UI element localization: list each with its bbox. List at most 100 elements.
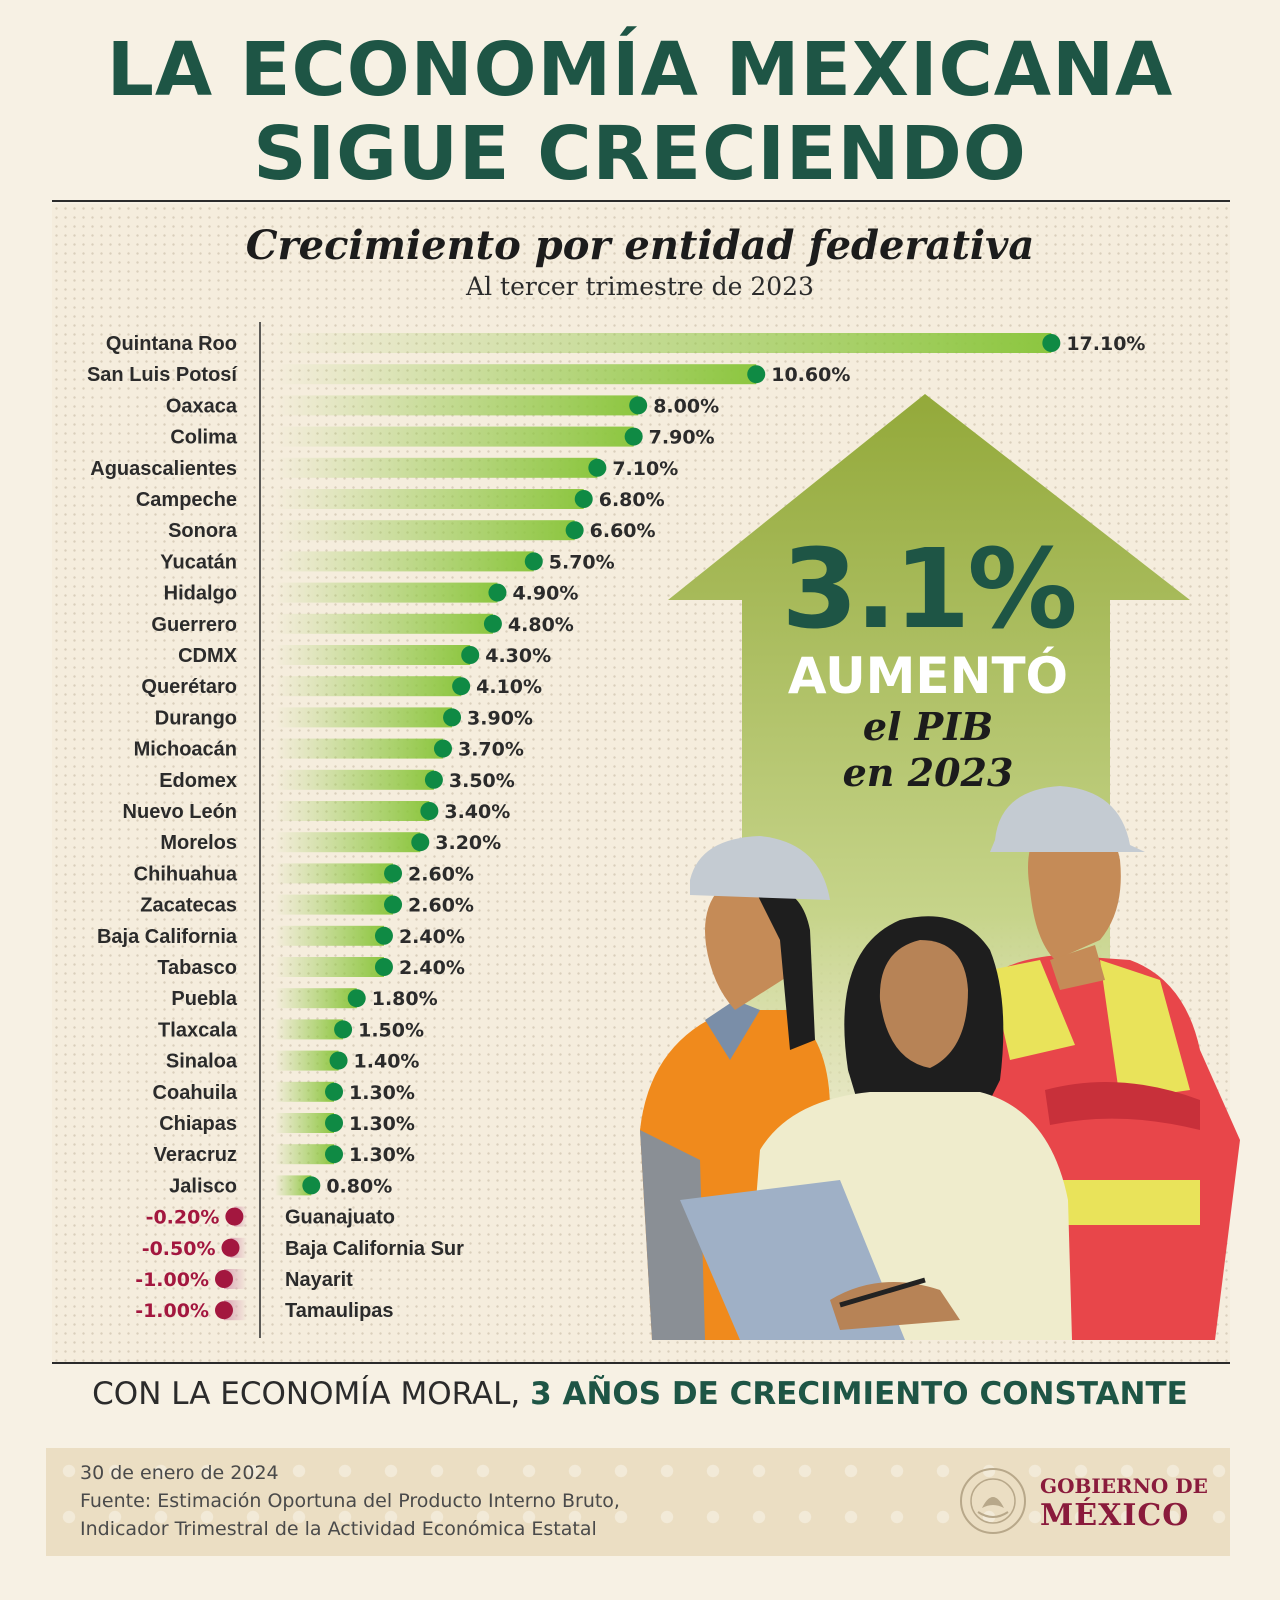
- value-label: 4.30%: [485, 645, 551, 667]
- category-label: Tamaulipas: [285, 1300, 394, 1322]
- value-label: 4.10%: [476, 676, 542, 698]
- category-label: Edomex: [159, 770, 237, 792]
- bar-row: Coahuila 1.30%: [153, 1081, 415, 1104]
- bar-end-dot: [565, 521, 584, 540]
- bar: [275, 801, 430, 821]
- footer-source-2: Indicador Trimestral de la Actividad Eco…: [80, 1518, 597, 1540]
- bar: [275, 582, 498, 603]
- bar: [275, 738, 443, 759]
- highlight-label: AUMENTÓ: [787, 647, 1069, 705]
- bar-end-dot: [524, 552, 543, 571]
- category-label: Baja California: [97, 926, 238, 948]
- bar: [275, 551, 534, 572]
- bar-row: Chihuahua 2.60%: [134, 863, 474, 885]
- category-label: Durango: [155, 707, 237, 729]
- bar-row: Querétaro 4.10%: [141, 676, 542, 698]
- category-label: Nayarit: [285, 1269, 353, 1291]
- value-label: 3.40%: [444, 801, 510, 823]
- bar-end-dot: [384, 895, 403, 914]
- bar-row: Nuevo León 3.40%: [123, 801, 510, 823]
- category-label: Yucatán: [160, 551, 237, 573]
- category-label: Querétaro: [141, 676, 237, 698]
- national-seal-icon: [960, 1468, 1026, 1534]
- chart-title: Crecimiento por entidad federativa: [245, 222, 1035, 269]
- bar-end-dot: [1042, 334, 1061, 352]
- value-label: 1.80%: [372, 988, 438, 1010]
- value-label: -0.50%: [142, 1238, 216, 1260]
- footer-source-1: Fuente: Estimación Oportuna del Producto…: [80, 1490, 620, 1512]
- bar-end-dot: [215, 1270, 233, 1288]
- bar-row: Sonora 6.60%: [168, 520, 656, 542]
- bar-row: Chiapas 1.30%: [159, 1113, 415, 1135]
- value-label: 0.80%: [326, 1175, 392, 1197]
- highlight-line-2: en 2023: [842, 750, 1014, 795]
- category-label: Chihuahua: [134, 863, 238, 885]
- bar-row: Baja California 2.40%: [97, 925, 465, 948]
- category-label: Coahuila: [153, 1082, 238, 1104]
- bar-end-dot: [747, 365, 766, 384]
- category-label: Guanajuato: [285, 1207, 395, 1229]
- bars-layer: Quintana Roo 17.10% San Luis Potosí 10.60% O…: [87, 333, 1145, 1322]
- bar: [275, 707, 453, 728]
- bar-end-dot: [443, 708, 462, 727]
- highlight-line-1: el PIB: [862, 704, 994, 749]
- value-label: 1.30%: [349, 1144, 415, 1166]
- bar: [275, 645, 471, 665]
- bar: [275, 457, 598, 478]
- category-label: Tlaxcala: [158, 1019, 238, 1041]
- value-label: 2.40%: [399, 957, 465, 979]
- bar-end-dot: [325, 1145, 344, 1164]
- bar-end-dot: [225, 1207, 244, 1226]
- bar-row: -1.00% Tamaulipas: [135, 1300, 394, 1322]
- value-label: -0.20%: [146, 1207, 220, 1229]
- bar-row: CDMX 4.30%: [178, 645, 551, 667]
- category-label: Tabasco: [157, 957, 237, 979]
- bar: [275, 333, 1052, 353]
- value-label: 1.30%: [349, 1082, 415, 1104]
- chart-subtitle: Al tercer trimestre de 2023: [466, 272, 814, 301]
- bar-row: -0.20% Guanajuato: [146, 1206, 395, 1229]
- bar: [275, 395, 639, 416]
- category-label: Jalisco: [169, 1175, 237, 1197]
- bar-row: Quintana Roo 17.10%: [106, 333, 1145, 355]
- bar: [275, 613, 493, 634]
- value-label: 10.60%: [771, 364, 850, 386]
- bar-end-dot: [325, 1114, 344, 1132]
- category-label: Hidalgo: [164, 583, 237, 605]
- bar: [275, 1113, 335, 1133]
- bar: [275, 863, 394, 884]
- bar: [275, 426, 634, 447]
- bar-row: Morelos 3.20%: [160, 832, 501, 854]
- bar-end-dot: [424, 770, 443, 789]
- value-label: 4.90%: [512, 583, 578, 605]
- bar-end-dot: [411, 833, 430, 852]
- bar-row: Durango 3.90%: [155, 707, 533, 729]
- bar-row: San Luis Potosí 10.60%: [87, 364, 850, 386]
- bar-end-dot: [433, 739, 452, 758]
- bar: [275, 520, 575, 541]
- bar-end-dot: [374, 958, 393, 976]
- tagline: CON LA ECONOMÍA MORAL, 3 AÑOS DE CRECIMI…: [0, 1376, 1280, 1412]
- bar-row: Michoacán 3.70%: [134, 738, 524, 761]
- value-label: 6.60%: [590, 520, 656, 542]
- bar-row: Hidalgo 4.90%: [164, 582, 578, 605]
- value-label: 2.40%: [399, 926, 465, 948]
- footer-date: 30 de enero de 2024: [80, 1462, 279, 1484]
- bar-row: Edomex 3.50%: [159, 769, 515, 792]
- bar: [275, 925, 384, 946]
- bar-row: Tabasco 2.40%: [157, 957, 465, 979]
- bar-row: -1.00% Nayarit: [135, 1269, 353, 1291]
- bar-row: Jalisco 0.80%: [169, 1175, 392, 1197]
- bar-end-dot: [488, 583, 507, 602]
- category-label: Michoacán: [134, 739, 237, 761]
- category-label: Nuevo León: [123, 801, 237, 823]
- bar-row: Guerrero 4.80%: [151, 613, 574, 636]
- bar-end-dot: [483, 614, 502, 633]
- value-label: 3.20%: [435, 832, 501, 854]
- value-label: 2.60%: [408, 863, 474, 885]
- bar-row: Oaxaca 8.00%: [166, 395, 719, 417]
- category-label: Colima: [170, 427, 238, 449]
- bar: [275, 832, 421, 853]
- bar: [275, 769, 434, 790]
- category-label: Guerrero: [151, 614, 237, 636]
